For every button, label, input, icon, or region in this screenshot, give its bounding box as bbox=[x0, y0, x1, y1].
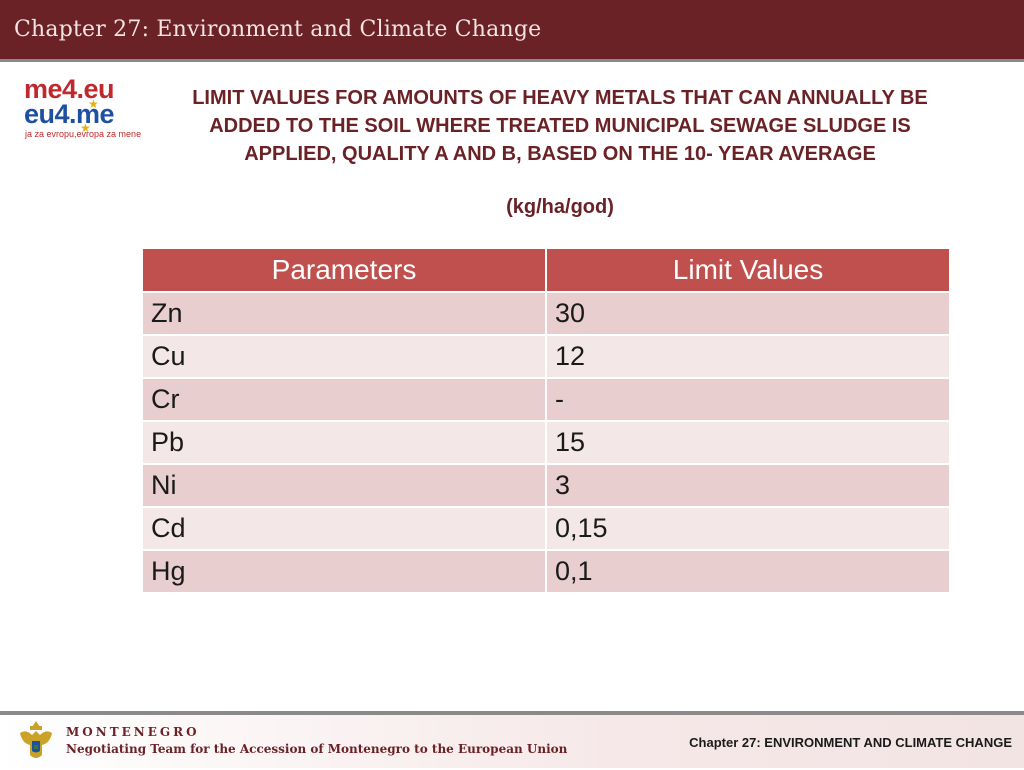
limit-value-cell: - bbox=[545, 377, 951, 422]
main-heading: LIMIT VALUES FOR AMOUNTS OF HEAVY METALS… bbox=[160, 84, 960, 168]
header-bar: Chapter 27: Environment and Climate Chan… bbox=[0, 0, 1024, 62]
table-row: Cu 12 bbox=[141, 334, 951, 379]
parameter-cell: Cr bbox=[141, 377, 547, 422]
star-icon: ★ bbox=[80, 121, 91, 135]
montenegro-crest-icon bbox=[12, 717, 60, 765]
limit-value-cell: 0,15 bbox=[545, 506, 951, 551]
column-header-limit-values: Limit Values bbox=[545, 247, 951, 293]
parameter-cell: Cu bbox=[141, 334, 547, 379]
table-row: Pb 15 bbox=[141, 420, 951, 465]
me4eu-logo: me4.eu eu4.me ★ ★ ja za evropu,evropa za… bbox=[24, 74, 148, 140]
column-header-parameters: Parameters bbox=[141, 247, 547, 293]
limit-value-cell: 0,1 bbox=[545, 549, 951, 594]
page-title: Chapter 27: Environment and Climate Chan… bbox=[14, 17, 542, 42]
parameter-cell: Hg bbox=[141, 549, 547, 594]
heading-line: LIMIT VALUES FOR AMOUNTS OF HEAVY METALS… bbox=[192, 87, 928, 109]
table-row: Ni 3 bbox=[141, 463, 951, 508]
footer-chapter-label: Chapter 27: ENVIRONMENT AND CLIMATE CHAN… bbox=[689, 735, 1012, 750]
parameter-cell: Ni bbox=[141, 463, 547, 508]
table-row: Zn 30 bbox=[141, 291, 951, 336]
star-icon: ★ bbox=[88, 97, 99, 111]
logo-line2: eu4.me bbox=[24, 99, 115, 129]
units-label: (kg/ha/god) bbox=[506, 196, 614, 218]
logo-line1: me4.eu bbox=[24, 74, 115, 104]
heading-line: ADDED TO THE SOIL WHERE TREATED MUNICIPA… bbox=[209, 115, 911, 137]
limit-value-cell: 3 bbox=[545, 463, 951, 508]
logo-tagline: ja za evropu,evropa za mene bbox=[25, 129, 142, 139]
table-row: Hg 0,1 bbox=[141, 549, 951, 594]
heading-line: APPLIED, QUALITY A AND B, BASED ON THE 1… bbox=[244, 143, 876, 165]
limit-values-table: Parameters Limit Values Zn 30 Cu 12 Cr -… bbox=[141, 247, 951, 594]
country-label: MONTENEGRO bbox=[66, 725, 200, 739]
limit-value-cell: 12 bbox=[545, 334, 951, 379]
table-row: Cd 0,15 bbox=[141, 506, 951, 551]
parameter-cell: Pb bbox=[141, 420, 547, 465]
limit-value-cell: 30 bbox=[545, 291, 951, 336]
table-header-row: Parameters Limit Values bbox=[141, 247, 951, 293]
negotiating-team-label: Negotiating Team for the Accession of Mo… bbox=[66, 742, 568, 756]
table-row: Cr - bbox=[141, 377, 951, 422]
footer-divider bbox=[0, 711, 1024, 715]
parameter-cell: Cd bbox=[141, 506, 547, 551]
footer bbox=[0, 715, 1024, 768]
limit-value-cell: 15 bbox=[545, 420, 951, 465]
parameter-cell: Zn bbox=[141, 291, 547, 336]
